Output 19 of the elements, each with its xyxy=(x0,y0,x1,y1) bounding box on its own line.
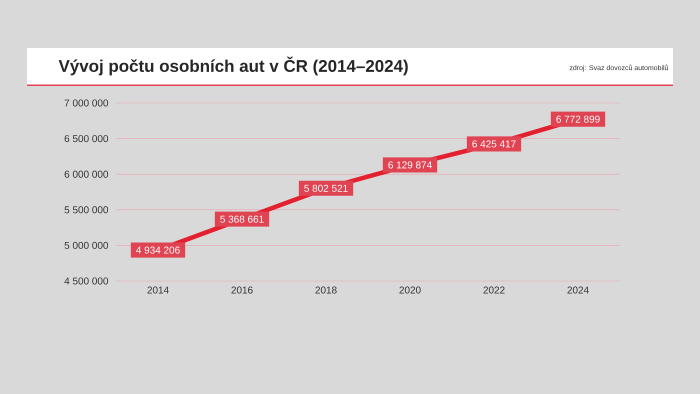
data-label: 6 772 899 xyxy=(556,116,600,123)
x-tick-label: 2016 xyxy=(231,286,253,294)
x-tick-label: 2020 xyxy=(399,286,421,294)
y-tick-label: 7 000 000 xyxy=(64,99,108,107)
y-tick-label: 4 500 000 xyxy=(64,277,108,285)
y-tick-label: 5 000 000 xyxy=(64,242,108,249)
data-label: 6 129 874 xyxy=(388,161,432,168)
data-label: 4 934 206 xyxy=(136,246,180,254)
data-label: 5 802 521 xyxy=(304,184,348,192)
y-tick-label: 5 500 000 xyxy=(64,206,108,214)
x-tick-label: 2018 xyxy=(315,286,337,294)
x-tick-label: 2014 xyxy=(147,286,169,294)
chart-title: Vývoj počtu osobních aut v ČR (2014–2024) xyxy=(58,56,408,76)
y-tick-label: 6 000 000 xyxy=(64,170,108,178)
x-tick-label: 2024 xyxy=(567,286,589,294)
x-tick-label: 2022 xyxy=(483,286,505,294)
data-label: 6 425 417 xyxy=(472,140,516,148)
y-tick-label: 6 500 000 xyxy=(64,135,108,142)
data-label: 5 368 661 xyxy=(220,216,264,223)
